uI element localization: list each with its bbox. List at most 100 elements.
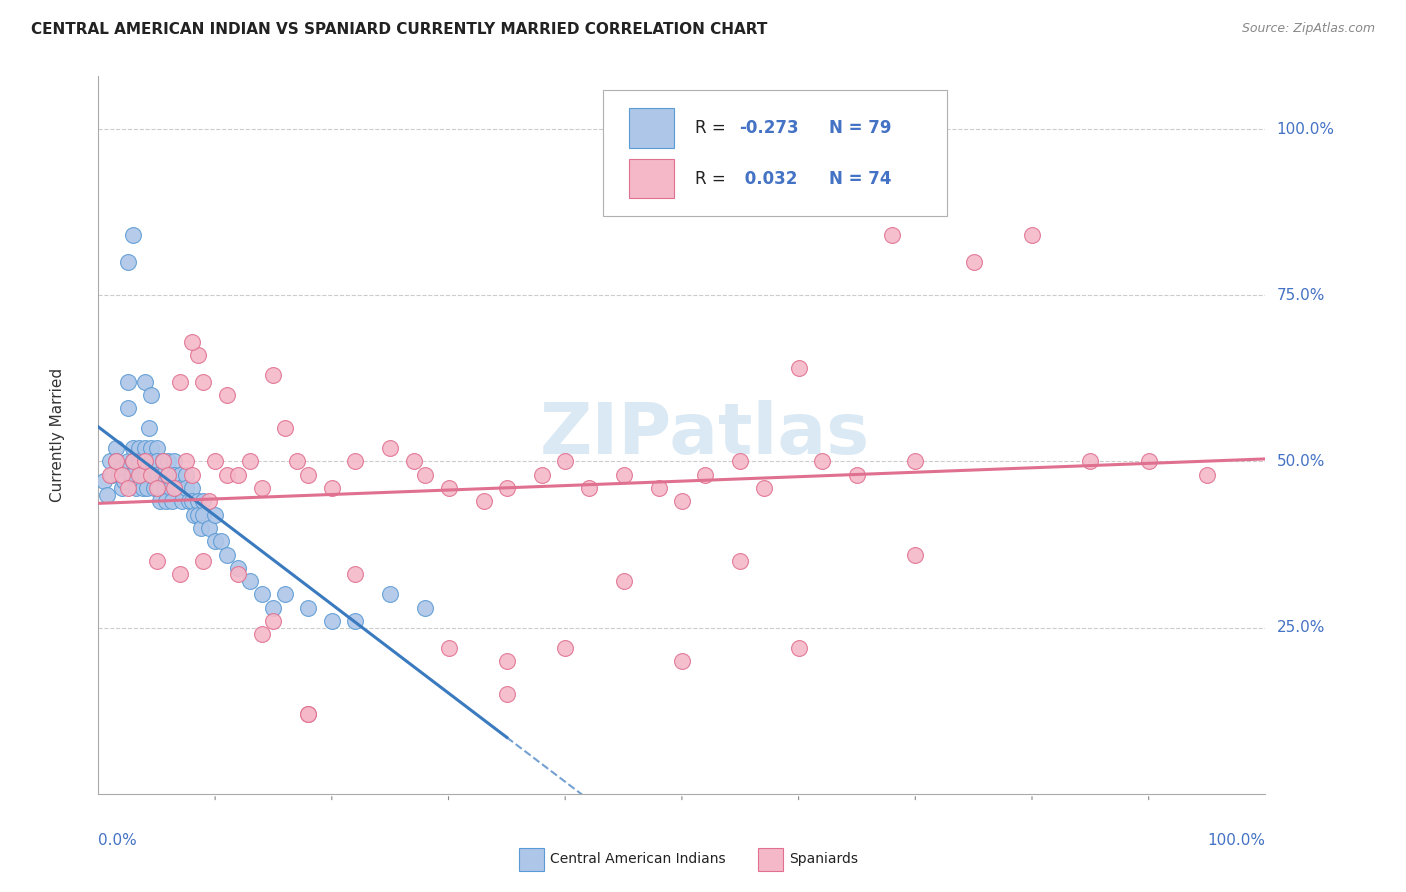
Point <box>179 494 201 508</box>
Point <box>198 521 221 535</box>
Point <box>671 494 693 508</box>
Text: -0.273: -0.273 <box>740 120 799 137</box>
Point <box>98 454 121 468</box>
Point <box>132 481 155 495</box>
Point <box>104 441 127 455</box>
Point <box>155 494 177 508</box>
Point <box>111 461 134 475</box>
Point <box>297 467 319 482</box>
Point <box>146 467 169 482</box>
Point <box>134 454 156 468</box>
Point <box>880 228 903 243</box>
Point <box>437 481 460 495</box>
Point <box>122 454 145 468</box>
Point <box>904 548 927 562</box>
Point <box>169 567 191 582</box>
Point <box>104 454 127 468</box>
Point <box>250 481 273 495</box>
Point <box>554 454 576 468</box>
Text: Central American Indians: Central American Indians <box>550 852 725 866</box>
Text: R =: R = <box>695 120 731 137</box>
Point <box>128 441 150 455</box>
Point <box>904 454 927 468</box>
Point <box>148 481 170 495</box>
Point <box>752 481 775 495</box>
Point <box>380 587 402 601</box>
Point <box>380 441 402 455</box>
Point <box>157 454 180 468</box>
Point <box>136 481 159 495</box>
Point <box>239 574 262 588</box>
Text: ZIPatlas: ZIPatlas <box>540 401 870 469</box>
Point <box>1195 467 1218 482</box>
Point <box>157 467 180 482</box>
Point <box>1021 228 1043 243</box>
Text: 0.032: 0.032 <box>740 169 797 187</box>
Point <box>159 481 181 495</box>
Point <box>671 654 693 668</box>
Point <box>152 454 174 468</box>
Point <box>134 375 156 389</box>
Point <box>187 348 209 362</box>
Point <box>146 554 169 568</box>
Point <box>169 481 191 495</box>
Point <box>204 454 226 468</box>
Point <box>228 561 250 575</box>
Point <box>163 454 186 468</box>
Point <box>250 627 273 641</box>
Text: 100.0%: 100.0% <box>1277 121 1334 136</box>
Text: N = 79: N = 79 <box>830 120 891 137</box>
Point <box>297 707 319 722</box>
Point <box>180 481 202 495</box>
Point <box>172 494 194 508</box>
Point <box>149 494 172 508</box>
Point <box>122 441 145 455</box>
Point <box>112 475 135 489</box>
Point <box>846 467 869 482</box>
Point <box>153 481 176 495</box>
Point <box>437 640 460 655</box>
Point <box>131 467 153 482</box>
Point <box>613 574 636 588</box>
Point <box>262 368 284 382</box>
Point <box>496 481 519 495</box>
Point <box>183 508 205 522</box>
FancyBboxPatch shape <box>603 90 946 216</box>
Point <box>215 467 238 482</box>
Text: 75.0%: 75.0% <box>1277 288 1324 302</box>
Point <box>169 467 191 482</box>
Point <box>160 494 183 508</box>
Point <box>204 508 226 522</box>
Point <box>96 488 118 502</box>
Point <box>101 467 124 482</box>
Bar <box>630 109 673 148</box>
Point <box>138 421 160 435</box>
Point <box>122 467 145 482</box>
Point <box>146 454 169 468</box>
Point <box>166 481 188 495</box>
Point <box>180 494 202 508</box>
Point <box>193 554 215 568</box>
Point <box>1080 454 1102 468</box>
Text: Spaniards: Spaniards <box>789 852 858 866</box>
Bar <box>630 159 673 198</box>
Point <box>215 548 238 562</box>
Point <box>134 454 156 468</box>
Point <box>180 334 202 349</box>
Point <box>193 375 215 389</box>
Point <box>104 454 127 468</box>
Point <box>204 534 226 549</box>
Point <box>125 481 148 495</box>
Point <box>169 375 191 389</box>
Point <box>297 600 319 615</box>
Point <box>228 467 250 482</box>
Point <box>117 481 139 495</box>
Point <box>108 467 131 482</box>
Point <box>163 481 186 495</box>
Point <box>139 467 162 482</box>
Point <box>554 640 576 655</box>
Point <box>274 421 297 435</box>
Point <box>613 467 636 482</box>
Point <box>134 441 156 455</box>
Bar <box>758 847 783 871</box>
